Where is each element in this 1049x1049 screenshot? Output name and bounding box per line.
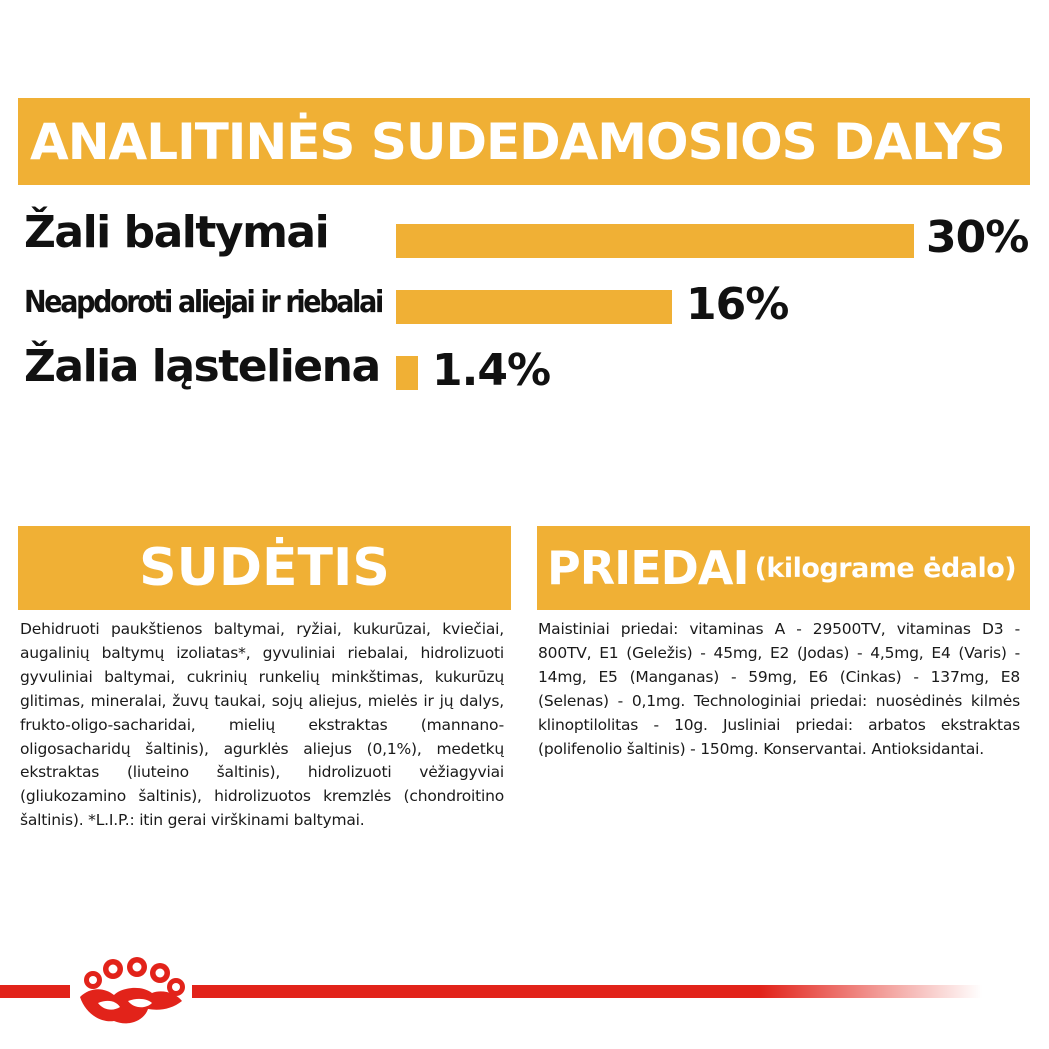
additives-heading: PRIEDAI (kilograme ėdalo) xyxy=(537,526,1030,610)
additives-title: PRIEDAI xyxy=(547,541,750,595)
analysis-title: ANALITINĖS SUDEDAMOSIOS DALYS xyxy=(30,112,1006,171)
footer-line-right xyxy=(192,985,982,998)
royal-canin-crown-icon xyxy=(80,957,185,1024)
fiber-bar xyxy=(396,356,418,390)
fat-value: 16% xyxy=(686,279,789,330)
protein-label: Žali baltymai xyxy=(24,207,330,258)
fiber-label: Žalia ląsteliena xyxy=(24,341,381,392)
protein-value: 30% xyxy=(926,212,1029,263)
additives-subtitle: (kilograme ėdalo) xyxy=(754,552,1017,584)
additives-text: Maistiniai priedai: vitaminas A - 29500T… xyxy=(538,620,1020,758)
footer-line-left xyxy=(0,985,70,998)
composition-title: SUDĖTIS xyxy=(139,538,390,598)
fat-label: Neapdoroti aliejai ir riebalai xyxy=(24,285,384,320)
composition-text: Dehidruoti paukštienos baltymai, ryžiai,… xyxy=(20,620,504,830)
analysis-heading: ANALITINĖS SUDEDAMOSIOS DALYS xyxy=(18,98,1030,185)
composition-heading: SUDĖTIS xyxy=(18,526,511,610)
fiber-value: 1.4% xyxy=(432,345,551,396)
fat-bar xyxy=(396,290,672,324)
protein-bar xyxy=(396,224,914,258)
